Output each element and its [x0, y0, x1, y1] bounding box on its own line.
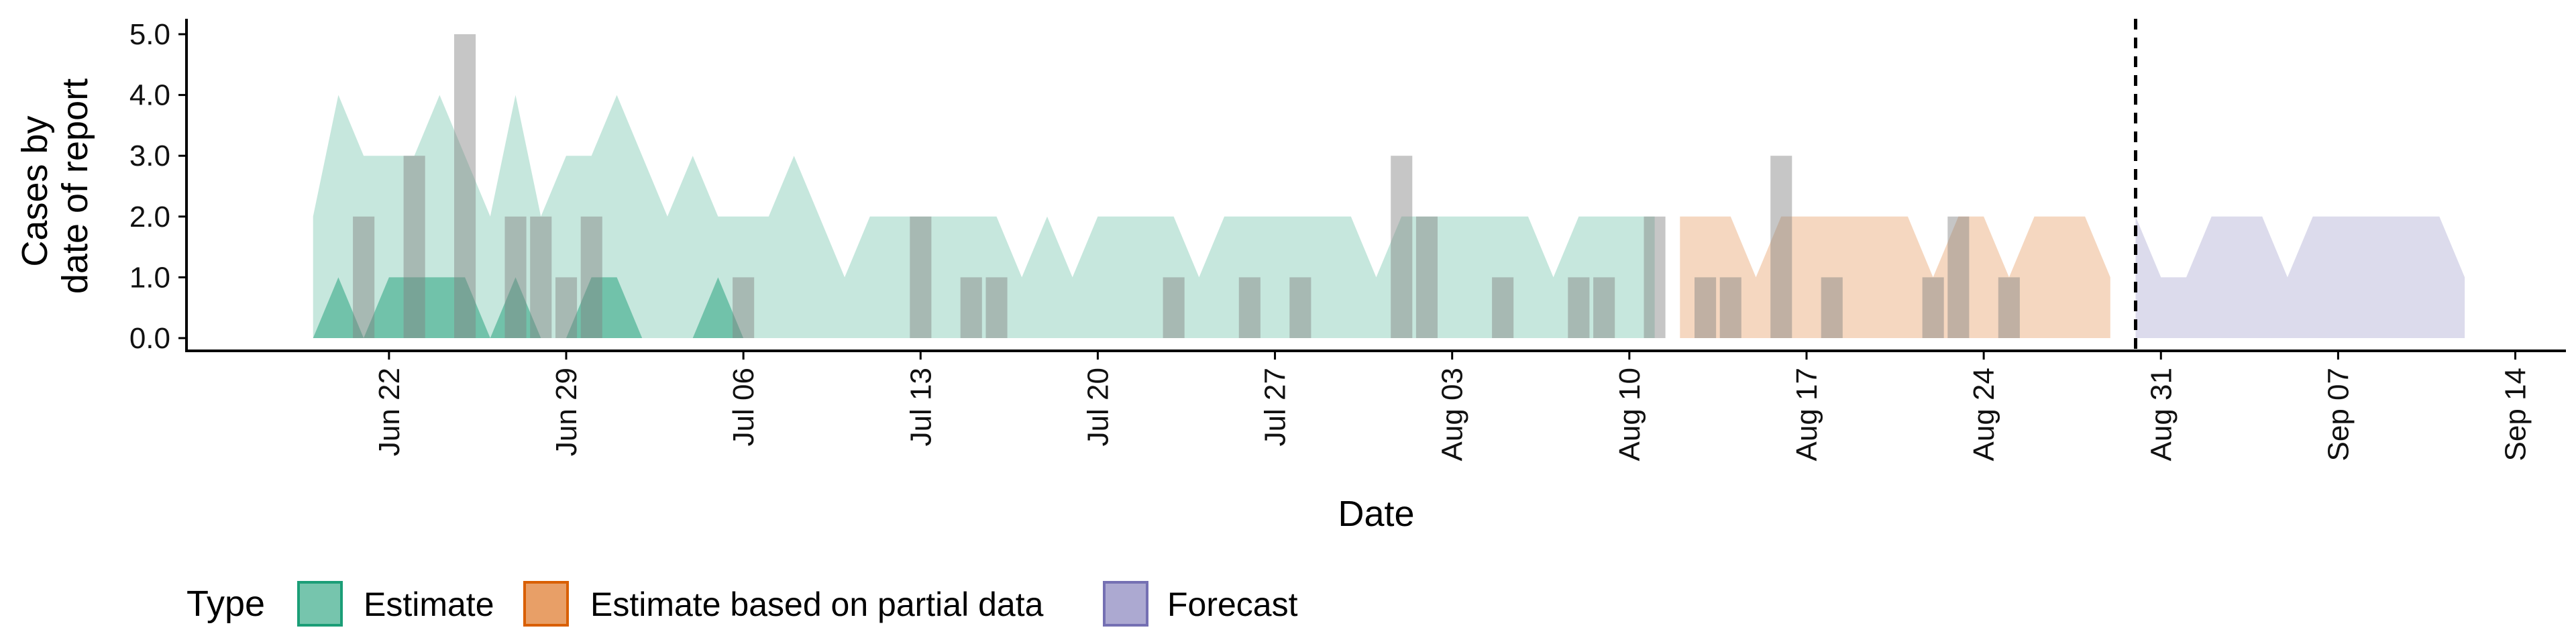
reported-case-bar — [555, 277, 578, 338]
reported-case-bar — [403, 156, 425, 338]
bands-layer — [313, 95, 2465, 338]
legend-label-forecast: Forecast — [1167, 586, 1298, 623]
bars-layer — [353, 34, 2020, 338]
reported-case-bar — [1998, 277, 2020, 338]
x-tick-label: Jul 27 — [1259, 368, 1292, 446]
band-forecast-0 — [2135, 216, 2465, 338]
x-tick-label: Sep 07 — [2322, 368, 2355, 461]
reported-case-bar — [1947, 216, 1970, 338]
reported-case-bar — [733, 277, 755, 338]
reported-case-bar — [580, 216, 602, 338]
legend-swatch-estimate — [297, 581, 343, 627]
reported-case-bar — [1238, 277, 1260, 338]
reported-case-bar — [1644, 216, 1666, 338]
reported-case-bar — [1770, 156, 1792, 338]
x-tick-label: Aug 03 — [1436, 368, 1469, 461]
x-tick-label: Jun 29 — [550, 368, 583, 456]
reported-case-bar — [985, 277, 1008, 338]
x-tick-label: Sep 14 — [2500, 368, 2532, 461]
y-tick-label: 3.0 — [129, 140, 170, 172]
legend-title: Type — [186, 584, 265, 624]
band-estimate-0 — [313, 95, 1655, 338]
x-tick-label: Jun 22 — [373, 368, 406, 456]
y-axis-title: Cases by date of report — [15, 78, 95, 294]
reported-case-bar — [1568, 277, 1590, 338]
reported-case-bar — [1492, 277, 1514, 338]
x-tick-label: Aug 24 — [1968, 368, 2000, 461]
reported-case-bar — [1821, 277, 1843, 338]
reported-case-bar — [1593, 277, 1615, 338]
y-tick-label: 5.0 — [129, 18, 170, 51]
reported-case-bar — [530, 216, 552, 338]
reported-case-bar — [910, 216, 932, 338]
x-tick-label: Jul 06 — [727, 368, 760, 446]
x-tick-label: Aug 10 — [1613, 368, 1646, 461]
legend: Type Estimate Estimate based on partial d… — [186, 581, 1298, 627]
reported-case-bar — [1391, 156, 1413, 338]
axes-layer: 0.0 1.0 2.0 3.0 4.0 5.0 Jun 22 Jun 29 Jul 06 Jul … — [129, 18, 2566, 461]
reported-case-bar — [1415, 216, 1438, 338]
y-tick-label: 1.0 — [129, 261, 170, 294]
y-axis-title-line-1: Cases by — [15, 115, 55, 266]
x-tick-label: Jul 20 — [1081, 368, 1114, 446]
band-estimate-based-on-partial-data-0 — [1680, 216, 2110, 338]
reported-case-bar — [454, 34, 476, 338]
x-tick-label: Aug 31 — [2145, 368, 2178, 461]
x-tick-label: Aug 17 — [1790, 368, 1823, 461]
x-tick-label: Jul 13 — [904, 368, 937, 446]
legend-swatch-forecast — [1103, 581, 1148, 627]
y-axis-title-line-2: date of report — [55, 78, 95, 294]
y-tick-label: 4.0 — [129, 79, 170, 112]
reported-case-bar — [504, 216, 527, 338]
legend-label-estimate-based-on-partial-data: Estimate based on partial data — [590, 586, 1044, 623]
band-estimate-1 — [313, 277, 744, 338]
reported-case-bar — [1163, 277, 1185, 338]
x-axis-title: Date — [1338, 494, 1414, 534]
y-tick-label: 0.0 — [129, 322, 170, 355]
legend-label-estimate: Estimate — [364, 586, 494, 623]
reported-case-bar — [1289, 277, 1311, 338]
reported-case-bar — [960, 277, 982, 338]
reported-case-bar — [353, 216, 375, 338]
y-tick-label: 2.0 — [129, 201, 170, 233]
legend-swatch-estimate-based-on-partial-data — [523, 581, 569, 627]
reported-case-bar — [1922, 277, 1944, 338]
reported-case-bar — [1719, 277, 1741, 338]
reported-case-bar — [1695, 277, 1717, 338]
